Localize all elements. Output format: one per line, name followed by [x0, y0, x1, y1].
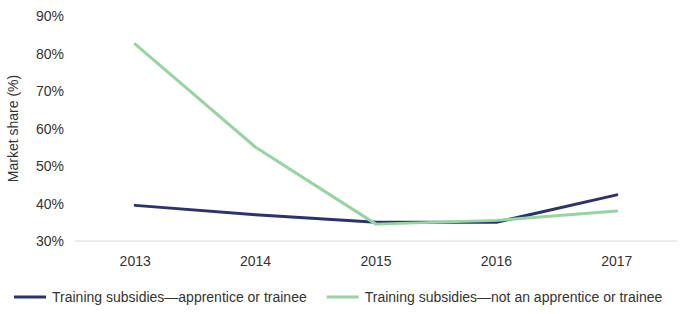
- y-tick-label: 60%: [36, 121, 64, 137]
- chart-svg: 30% 40% 50% 60% 70% 80% 90% 2013 2014 2015 2016 201…: [0, 0, 700, 314]
- y-tick-label: 40%: [36, 196, 64, 212]
- plot-area: [135, 44, 617, 224]
- y-axis-label: Market share (%): [5, 75, 21, 182]
- series-line: [135, 44, 617, 224]
- x-tick-label: 2013: [120, 253, 151, 269]
- y-tick-label: 70%: [36, 83, 64, 99]
- legend: Training subsidies—apprentice or trainee…: [14, 289, 662, 305]
- y-tick-label: 30%: [36, 233, 64, 249]
- x-tick-label: 2014: [240, 253, 271, 269]
- legend-swatch: [14, 296, 46, 299]
- y-tick: [71, 166, 75, 167]
- x-tick-label: 2015: [360, 253, 391, 269]
- y-tick-label: 90%: [36, 8, 64, 24]
- x-axis-line: [75, 241, 677, 242]
- y-tick: [71, 91, 75, 92]
- legend-label: Training subsidies—not an apprentice or …: [365, 289, 663, 305]
- series-line: [135, 195, 617, 222]
- y-tick-label: 80%: [36, 46, 64, 62]
- legend-label: Training subsidies—apprentice or trainee: [52, 289, 307, 305]
- x-tick-label: 2016: [481, 253, 512, 269]
- y-tick-label: 50%: [36, 158, 64, 174]
- legend-swatch: [327, 296, 359, 299]
- y-tick: [71, 241, 75, 242]
- x-tick-label: 2017: [601, 253, 632, 269]
- chart-container: 30% 40% 50% 60% 70% 80% 90% 2013 2014 2015 2016 201…: [0, 0, 700, 314]
- y-tick: [71, 128, 75, 129]
- y-tick: [71, 53, 75, 54]
- y-tick: [71, 203, 75, 204]
- y-tick: [71, 16, 75, 17]
